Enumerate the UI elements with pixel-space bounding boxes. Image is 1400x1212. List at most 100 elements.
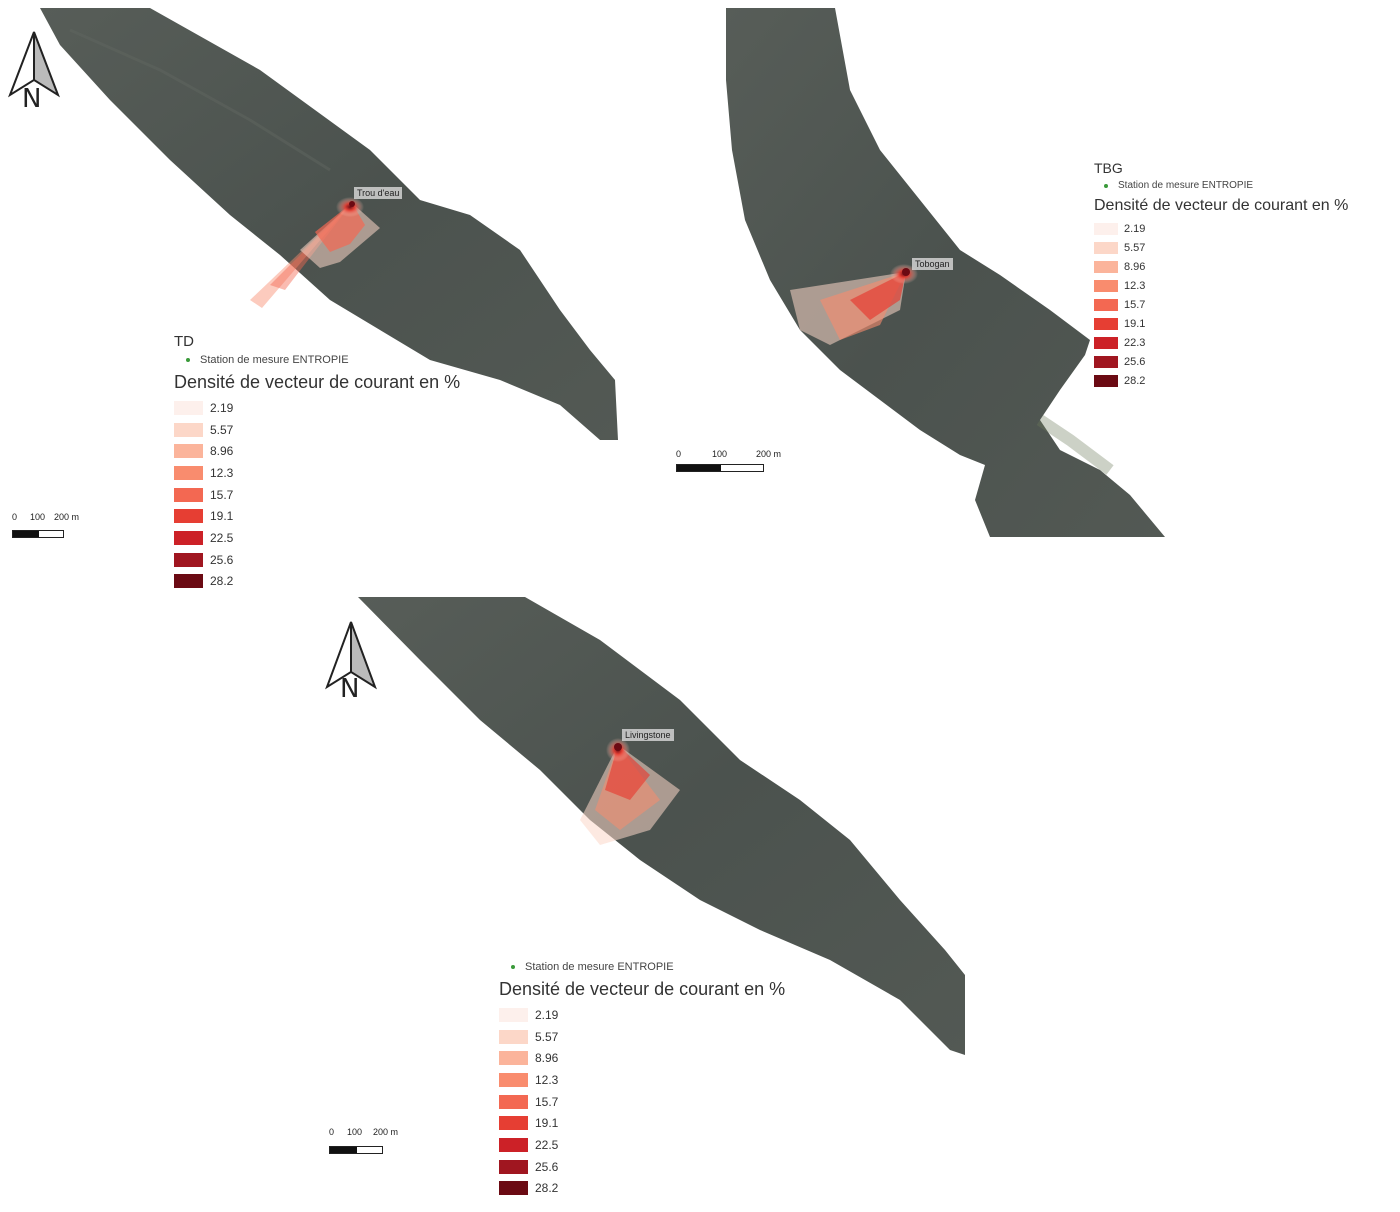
scale-tick: 0: [329, 1127, 335, 1137]
tbg-terrain: [726, 8, 1165, 537]
legend-station-label: Station de mesure ENTROPIE: [525, 961, 674, 973]
legend-class-label: 19.1: [210, 509, 234, 524]
legend-swatch: [1094, 374, 1118, 387]
legend-swatch: [174, 444, 203, 459]
scale-bar-tbg: 0 100 200 m: [676, 449, 786, 479]
legend-class-label: 2.19: [535, 1007, 559, 1022]
legend-class-row: 19.1: [174, 505, 460, 527]
legend-classes: 2.19 5.57 8.96 12.3 15.7 19.1 22.5 25.6 28.2: [499, 1004, 785, 1199]
station-marker-icon: [1104, 183, 1108, 188]
legend-heading: Densité de vecteur de courant en %: [1094, 197, 1349, 214]
legend-td: TD Station de mesure ENTROPIE Densité de…: [174, 333, 460, 592]
legend-class-label: 5.57: [1124, 241, 1146, 254]
legend-class-label: 22.3: [1124, 336, 1146, 349]
liv-current-fan: [580, 738, 680, 845]
scale-tick: 0: [676, 449, 682, 459]
north-arrow-icon: [8, 31, 60, 98]
td-current-fan: [250, 197, 380, 308]
legend-class-row: 12.3: [174, 462, 460, 484]
legend-station-entry: Station de mesure ENTROPIE: [499, 961, 785, 973]
legend-swatch: [174, 465, 203, 480]
legend-class-row: 28.2: [499, 1178, 785, 1200]
legend-class-label: 15.7: [210, 487, 234, 502]
legend-swatch: [499, 1029, 528, 1044]
north-arrow-icon: [325, 621, 377, 690]
legend-class-row: 5.57: [1094, 238, 1348, 257]
legend-station-entry: Station de mesure ENTROPIE: [174, 354, 460, 366]
scale-tick: 0: [12, 512, 18, 522]
legend-class-row: 19.1: [499, 1112, 785, 1134]
legend-swatch: [1094, 279, 1118, 292]
scale-tick: 100: [712, 449, 728, 459]
legend-swatch: [1094, 317, 1118, 330]
legend-class-label: 5.57: [535, 1029, 559, 1044]
legend-class-row: 25.6: [499, 1156, 785, 1178]
legend-swatch: [174, 400, 203, 415]
legend-swatch: [499, 1051, 528, 1066]
legend-swatch: [1094, 222, 1118, 235]
legend-swatch: [1094, 355, 1118, 368]
legend-classes: 2.19 5.57 8.96 12.3 15.7 19.1 22.5 25.6 28.2: [174, 397, 460, 592]
legend-class-row: 8.96: [1094, 257, 1348, 276]
legend-class-row: 19.1: [1094, 314, 1348, 333]
legend-class-row: 12.3: [1094, 276, 1348, 295]
legend-swatch: [174, 422, 203, 437]
station-label-tbg: Tobogan: [912, 258, 953, 270]
scale-bar-liv: 0 100 200 m: [329, 1127, 419, 1157]
legend-class-label: 19.1: [1124, 317, 1146, 330]
legend-class-label: 8.96: [1124, 260, 1146, 273]
legend-swatch: [174, 530, 203, 545]
legend-title: TD: [174, 333, 194, 350]
legend-swatch: [174, 552, 203, 567]
legend-class-row: 25.6: [174, 549, 460, 571]
legend-class-row: 8.96: [499, 1047, 785, 1069]
legend-class-label: 22.5: [210, 530, 234, 545]
legend-class-row: 28.2: [1094, 371, 1348, 390]
legend-class-row: 22.3: [1094, 333, 1348, 352]
scale-tick: 200 m: [373, 1127, 399, 1137]
legend-swatch: [174, 574, 203, 589]
legend-station-entry: Station de mesure ENTROPIE: [1094, 180, 1348, 191]
legend-class-label: 25.6: [535, 1159, 559, 1174]
legend-swatch: [499, 1137, 528, 1152]
legend-class-label: 5.57: [210, 422, 234, 437]
scale-tick: 100: [347, 1127, 363, 1137]
station-label-liv: Livingstone: [622, 729, 674, 741]
scale-bar-td: 0 100 200 m: [12, 512, 79, 542]
legend-swatch: [499, 1181, 528, 1196]
scale-tick: 100: [30, 512, 46, 522]
legend-station-label: Station de mesure ENTROPIE: [200, 354, 349, 366]
legend-heading: Densité de vecteur de courant en %: [174, 372, 461, 392]
legend-class-label: 12.3: [210, 465, 234, 480]
legend-swatch: [499, 1116, 528, 1131]
legend-class-row: 15.7: [174, 484, 460, 506]
legend-class-row: 8.96: [174, 440, 460, 462]
station-label-td: Trou d'eau: [354, 187, 403, 199]
legend-class-label: 15.7: [1124, 298, 1146, 311]
legend-class-row: 2.19: [174, 397, 460, 419]
scale-tick: 200 m: [756, 449, 782, 459]
legend-class-row: 15.7: [499, 1091, 785, 1113]
north-letter: N: [340, 674, 360, 704]
legend-liv: Station de mesure ENTROPIE Densité de ve…: [499, 957, 785, 1199]
legend-class-row: 15.7: [1094, 295, 1348, 314]
legend-class-row: 25.6: [1094, 352, 1348, 371]
scale-tick: 200 m: [54, 512, 80, 522]
legend-class-label: 19.1: [535, 1116, 559, 1131]
legend-class-label: 8.96: [210, 444, 234, 459]
legend-class-row: 28.2: [174, 571, 460, 593]
legend-class-label: 28.2: [210, 574, 234, 589]
legend-class-label: 22.5: [535, 1137, 559, 1152]
legend-swatch: [174, 509, 203, 524]
legend-station-label: Station de mesure ENTROPIE: [1118, 180, 1254, 191]
legend-title: TBG: [1094, 160, 1123, 176]
legend-swatch: [1094, 336, 1118, 349]
legend-swatch: [1094, 298, 1118, 311]
legend-class-row: 12.3: [499, 1069, 785, 1091]
legend-class-row: 2.19: [499, 1004, 785, 1026]
liv-terrain: [358, 597, 965, 1055]
legend-class-label: 15.7: [535, 1094, 559, 1109]
legend-classes: 2.19 5.57 8.96 12.3 15.7 19.1 22.3 25.6 28.2: [1094, 219, 1348, 390]
legend-class-label: 25.6: [210, 552, 234, 567]
